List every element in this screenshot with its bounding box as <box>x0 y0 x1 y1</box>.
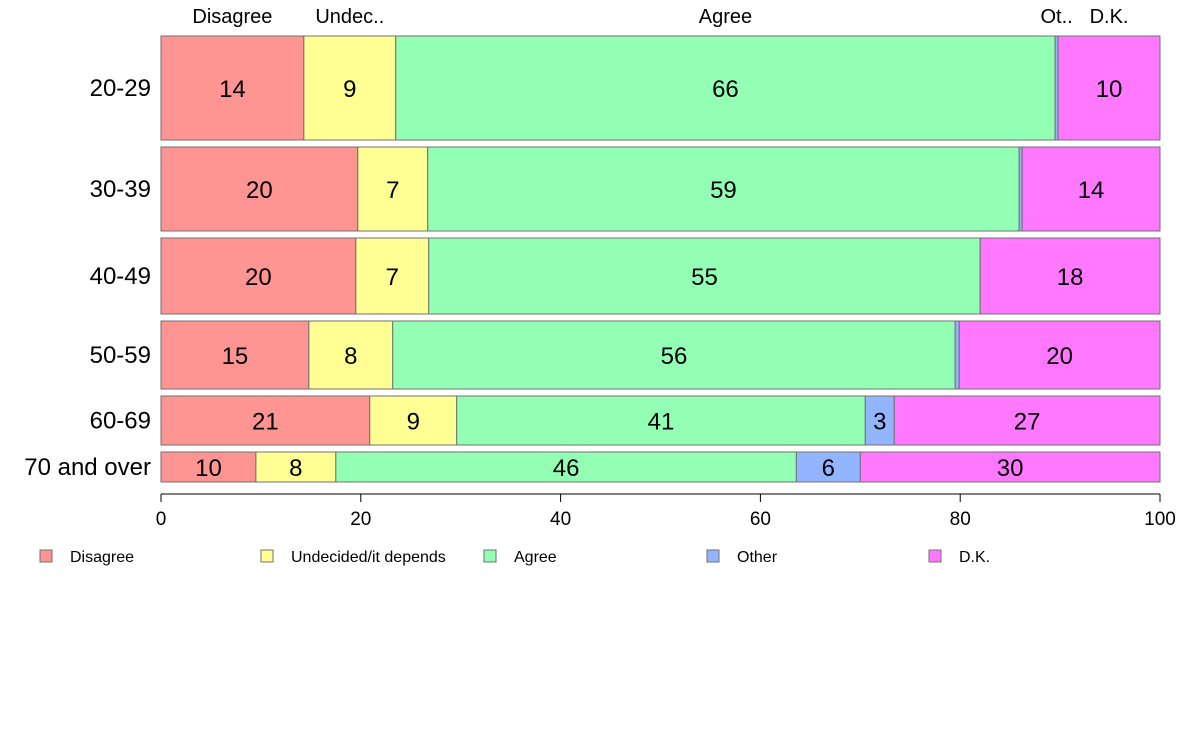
column-header: Agree <box>699 6 752 28</box>
bar-segment <box>958 320 1161 390</box>
bar-segment <box>859 451 1161 483</box>
legend-label: Agree <box>514 549 557 566</box>
data-label: 55 <box>691 264 718 291</box>
column-header: Undec.. <box>315 6 384 28</box>
data-label: 20 <box>245 264 272 291</box>
data-label: 21 <box>252 409 279 436</box>
data-label: 14 <box>219 76 246 103</box>
data-label: 6 <box>822 455 835 482</box>
legend-swatch <box>483 549 497 563</box>
x-axis: 0 20 40 60 80 100 <box>156 493 1176 530</box>
data-label: 46 <box>553 455 580 482</box>
bar-segment <box>864 395 895 446</box>
bar-segment <box>369 395 458 446</box>
column-header: D.K. <box>1090 6 1129 28</box>
data-label: 9 <box>343 76 356 103</box>
legend-label: Disagree <box>70 549 134 566</box>
data-label: 10 <box>1096 76 1123 103</box>
x-tick-label: 80 <box>950 509 971 530</box>
data-label: 7 <box>386 177 399 204</box>
column-headers: Disagree Undec.. Agree Ot.. D.K. <box>192 6 1128 28</box>
legend-swatch <box>39 549 53 563</box>
data-label: 59 <box>710 177 737 204</box>
bar-segment <box>893 395 1161 446</box>
column-header: Disagree <box>192 6 272 28</box>
bar-segment <box>979 237 1161 315</box>
bar-segment <box>160 320 310 390</box>
data-label: 66 <box>712 76 739 103</box>
data-label: 9 <box>407 409 420 436</box>
bar-segment <box>160 451 257 483</box>
data-label: 14 <box>1078 177 1105 204</box>
bar-segment <box>392 320 956 390</box>
category-label: 50-59 <box>90 342 151 369</box>
legend-label: D.K. <box>959 549 990 566</box>
bar-segment <box>1057 35 1161 141</box>
data-label: 10 <box>195 455 222 482</box>
data-label: 56 <box>661 343 688 370</box>
legend-label: Other <box>737 549 778 566</box>
data-label: 41 <box>648 409 675 436</box>
bar-segment <box>428 237 981 315</box>
category-label: 60-69 <box>90 408 151 435</box>
bar-segment <box>160 35 305 141</box>
bar-segment <box>160 237 357 315</box>
bar-segment <box>357 146 429 232</box>
category-label: 70 and over <box>24 454 151 481</box>
bar-segment <box>456 395 866 446</box>
bar-segment <box>427 146 1020 232</box>
category-label: 40-49 <box>90 263 151 290</box>
data-label: 7 <box>386 264 399 291</box>
data-label: 20 <box>1046 343 1073 370</box>
x-tick-label: 100 <box>1144 509 1176 530</box>
x-tick-label: 0 <box>156 509 167 530</box>
bar-segment <box>160 395 371 446</box>
bar-segment <box>1021 146 1161 232</box>
x-tick-label: 20 <box>350 509 371 530</box>
bar-segment <box>255 451 337 483</box>
legend: Disagree Undecided/it depends Agree Other D.… <box>39 549 990 566</box>
bar-segment <box>308 320 394 390</box>
category-label: 30-39 <box>90 176 151 203</box>
data-label: 27 <box>1014 409 1041 436</box>
data-label: 18 <box>1057 264 1084 291</box>
data-label: 8 <box>289 455 302 482</box>
bar-segment <box>303 35 397 141</box>
legend-swatch <box>928 549 942 563</box>
bars: 20-29 14 9 66 10 30-39 20 7 59 14 40-49 20 7 55 18 50-5… <box>24 35 1161 483</box>
data-label: 8 <box>344 343 357 370</box>
legend-swatch <box>260 549 274 563</box>
category-label: 20-29 <box>90 75 151 102</box>
column-header: Ot.. <box>1040 6 1072 28</box>
legend-swatch <box>706 549 720 563</box>
bar-segment <box>335 451 797 483</box>
bar-segment <box>395 35 1056 141</box>
data-label: 20 <box>246 177 273 204</box>
bar-segment <box>954 320 960 390</box>
x-tick-label: 40 <box>550 509 571 530</box>
bar-segment <box>160 146 359 232</box>
legend-label: Undecided/it depends <box>291 549 446 566</box>
data-label: 3 <box>873 409 886 436</box>
data-label: 30 <box>997 455 1024 482</box>
x-tick-label: 60 <box>750 509 771 530</box>
data-label: 15 <box>222 343 249 370</box>
